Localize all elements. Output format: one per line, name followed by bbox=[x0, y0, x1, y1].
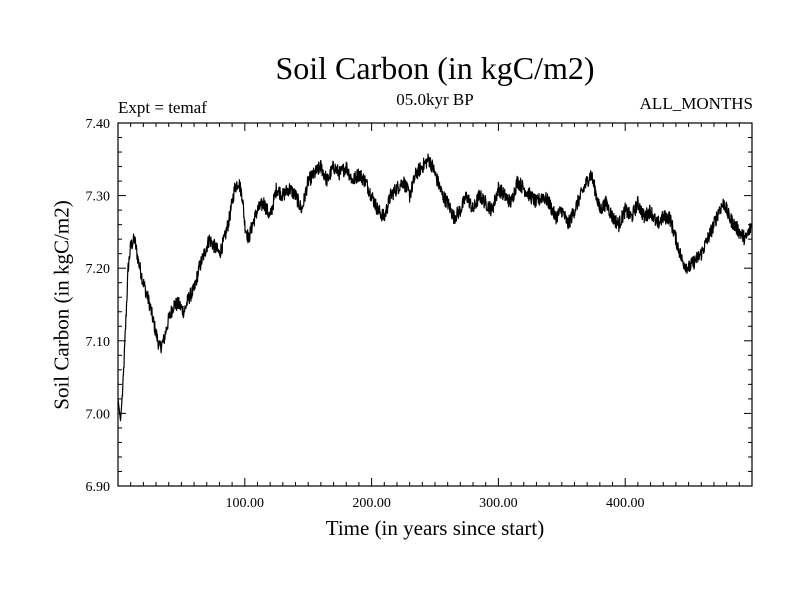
x-tick-label: 300.00 bbox=[479, 496, 518, 511]
series-line-soil-carbon bbox=[117, 153, 753, 422]
y-tick-label: 7.20 bbox=[86, 262, 111, 277]
x-axis-label: Time (in years since start) bbox=[325, 516, 545, 540]
period-label: ALL_MONTHS bbox=[639, 94, 753, 113]
chart-subtitle: 05.0kyr BP bbox=[396, 90, 474, 109]
y-tick-label: 7.00 bbox=[86, 407, 111, 422]
plot-frame bbox=[117, 122, 753, 487]
y-tick-label: 7.10 bbox=[86, 335, 111, 350]
y-tick-label: 6.90 bbox=[86, 480, 111, 495]
x-tick-label: 200.00 bbox=[352, 496, 391, 511]
chart-title: Soil Carbon (in kgC/m2) bbox=[275, 50, 595, 86]
x-tick-label: 100.00 bbox=[226, 496, 265, 511]
y-tick-label: 7.30 bbox=[86, 190, 111, 205]
x-tick-label: 400.00 bbox=[606, 496, 645, 511]
experiment-label: Expt = temaf bbox=[118, 98, 207, 117]
y-tick-label: 7.40 bbox=[86, 117, 111, 132]
